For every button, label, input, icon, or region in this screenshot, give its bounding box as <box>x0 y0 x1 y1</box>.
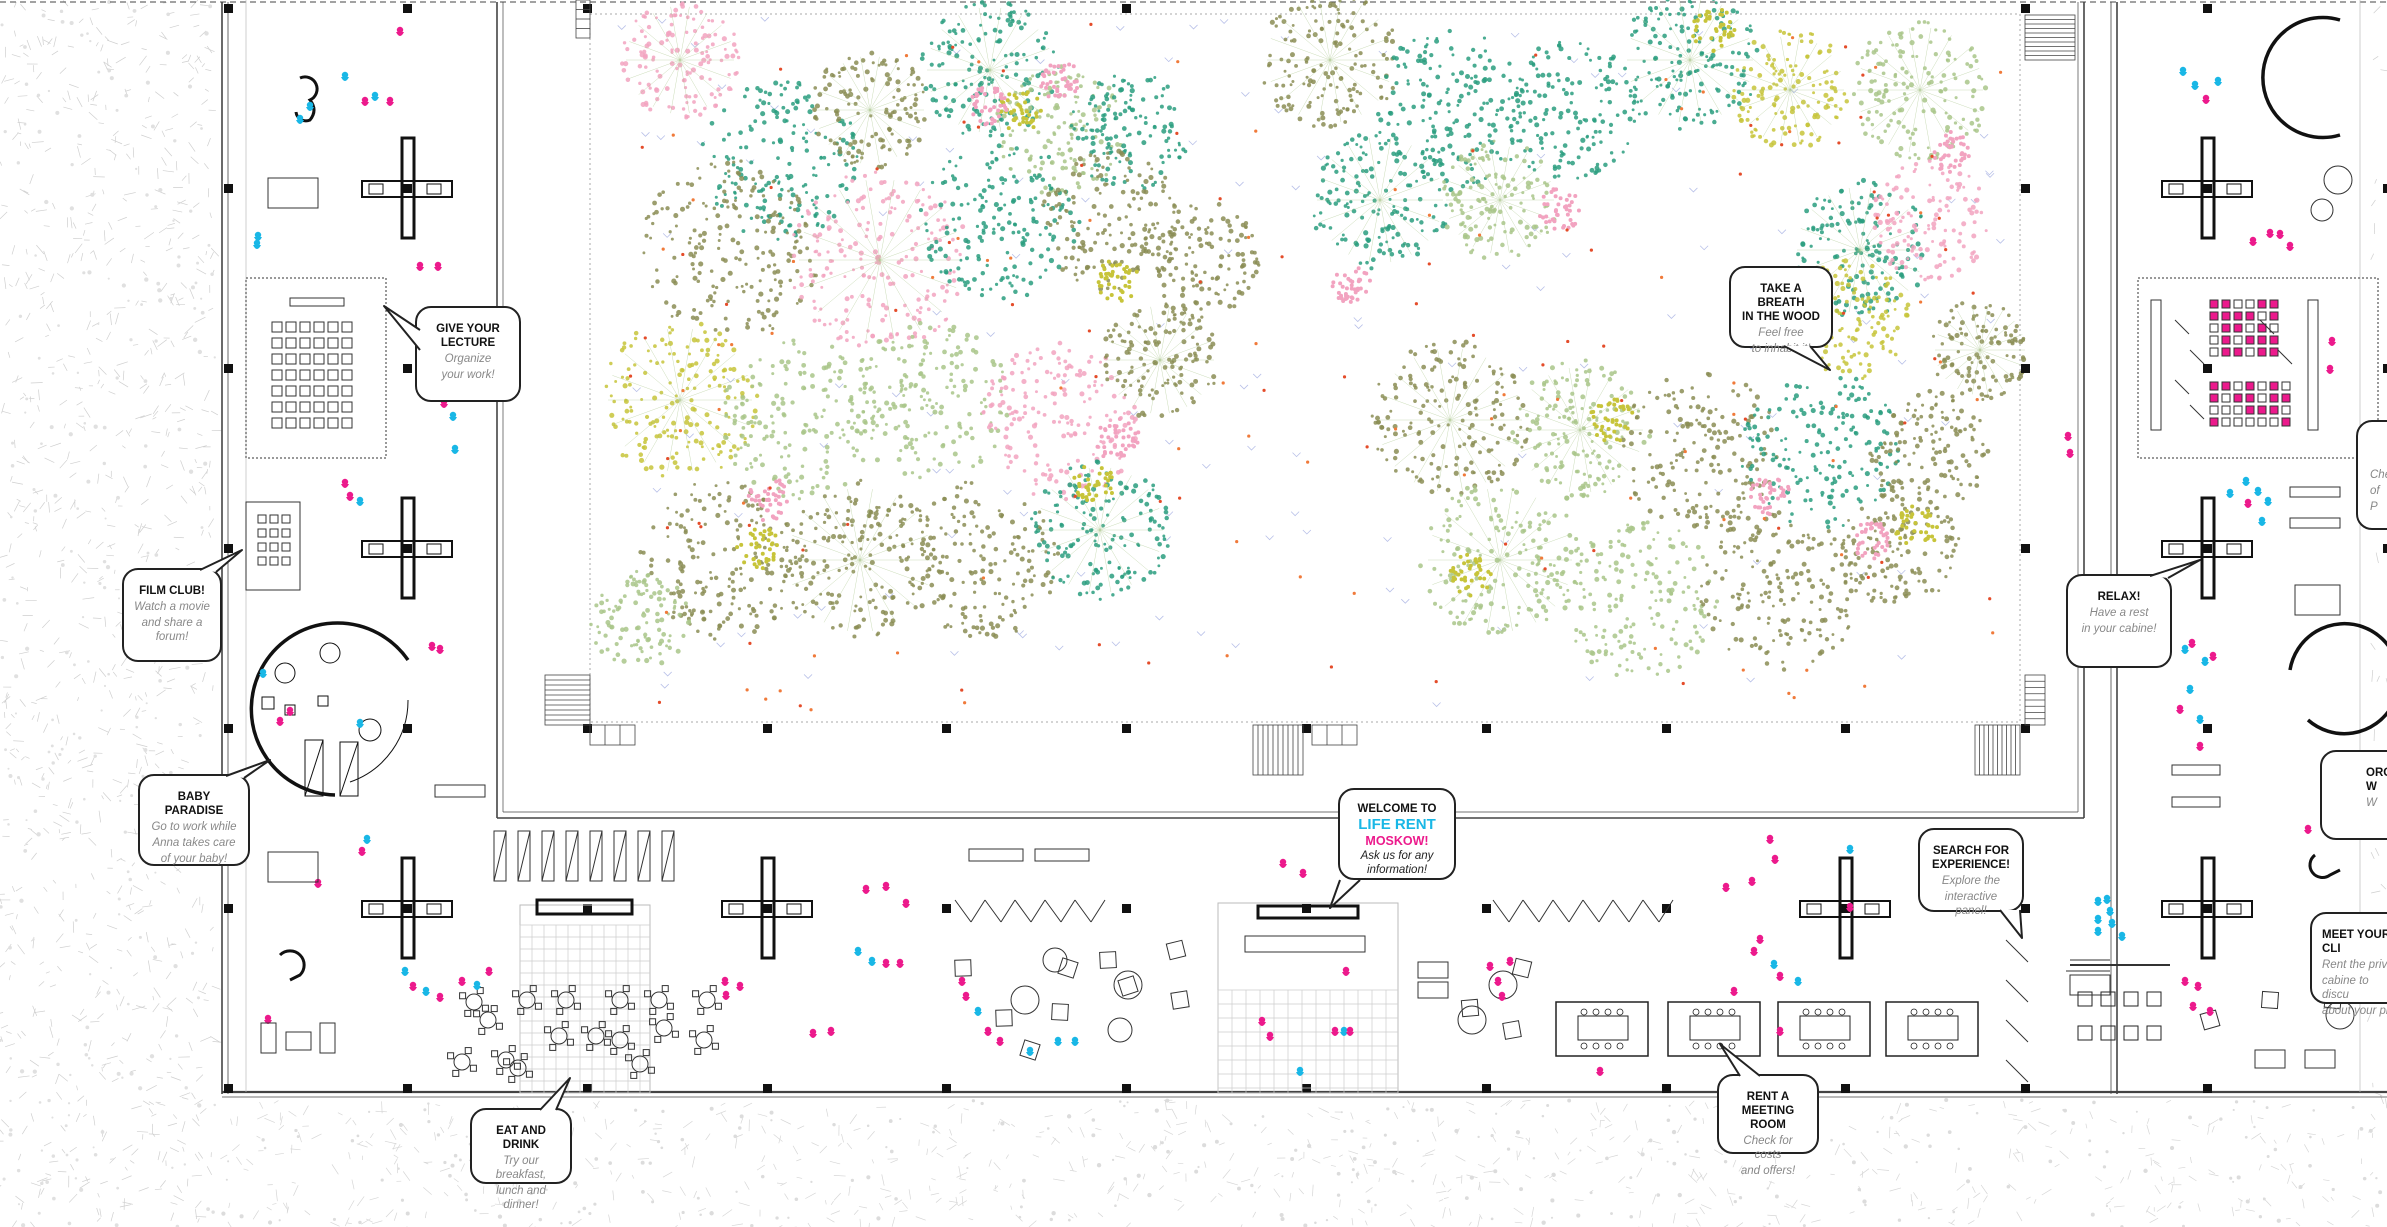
callout-title-line: W <box>2366 781 2377 793</box>
callout-subtitle-line: lunch and dinner! <box>496 1185 546 1211</box>
callout-org: ORG W W <box>2320 750 2387 840</box>
callout-title-line: MEETING ROOM <box>1741 1105 1795 1131</box>
callout-rent-a-meeting-room: RENT A MEETING ROOM Check for costs and … <box>1717 1074 1819 1177</box>
callout-title-line: SEARCH FOR <box>1932 845 2010 857</box>
callout-subtitle-line: Explore the <box>1941 875 2001 887</box>
callout-subtitle-line: interactive panel! <box>1944 891 1998 917</box>
callout-subtitle-line: Che <box>2370 469 2387 481</box>
callout-subtitle-line: of <box>2370 485 2380 497</box>
left-wing-desks <box>260 177 1449 1054</box>
reception-area <box>1217 902 1399 1094</box>
left-cross-cabins <box>361 136 2253 960</box>
callout-check: Che of P <box>2356 420 2387 530</box>
callout-take-a-breath: TAKE A BREATH IN THE WOOD Feel free to i… <box>1729 266 1833 355</box>
callout-title-line: RENT A <box>1746 1091 1790 1103</box>
welcome-ask-line: Ask us for any <box>1360 850 1434 862</box>
callout-title-line: MEET YOUR CLI <box>2322 929 2387 955</box>
callout-welcome-reception: WELCOME TO LIFE RENT MOSKOW! Ask us for … <box>1338 788 1456 880</box>
callout-give-your-lecture: GIVE YOUR LECTURE Organize your work! <box>415 306 521 402</box>
callout-title-line: GIVE YOUR <box>436 323 500 335</box>
callout-subtitle-line: and share a forum! <box>141 617 203 643</box>
lecture-hall <box>245 277 387 459</box>
callout-title-line: LECTURE <box>440 337 496 349</box>
callout-title-line: BABY PARADISE <box>164 791 224 817</box>
callout-subtitle-line: Watch a movie <box>134 601 210 613</box>
callout-subtitle-line: Rent the privat <box>2322 959 2387 971</box>
callout-subtitle-line: P <box>2370 501 2378 513</box>
brand-city-moskow: MOSKOW! <box>1365 834 1429 848</box>
callout-subtitle-line: Check for costs <box>1743 1135 1793 1161</box>
stairs <box>544 0 2076 776</box>
callout-title-line: RELAX! <box>2097 591 2141 603</box>
callout-baby-paradise: BABY PARADISE Go to work while Anna take… <box>138 774 250 866</box>
baby-paradise-room <box>249 621 410 797</box>
cafe-area <box>447 830 722 1094</box>
right-wing-desks <box>2066 486 2341 1069</box>
callout-subtitle-line: to inhabit it! <box>1751 343 1811 355</box>
callout-title-line: EAT AND DRINK <box>496 1125 546 1151</box>
film-club-room <box>245 501 301 591</box>
callout-title-line: IN THE WOOD <box>1742 311 1820 323</box>
callout-subtitle-line: in your cabine! <box>2081 623 2157 635</box>
structural-columns <box>224 4 2387 1093</box>
callout-eat-and-drink: EAT AND DRINK Try our breakfast, lunch a… <box>470 1108 572 1211</box>
callout-subtitle-line: cabine to discu <box>2322 975 2369 1001</box>
callout-relax: RELAX! Have a rest in your cabine! <box>2066 574 2172 668</box>
garden-woods <box>589 0 2027 712</box>
brand-name-life-rent: LIFE RENT <box>1358 816 1436 833</box>
callout-meet-your-client: MEET YOUR CLI Rent the privat cabine to … <box>2310 912 2387 1017</box>
round-cabins-right <box>2261 15 2387 736</box>
callout-subtitle-line: Organize <box>444 353 492 365</box>
callout-subtitle-line: Have a rest <box>2089 607 2149 619</box>
callout-subtitle-line: Feel free <box>1758 327 1804 339</box>
callout-title-line: ORG <box>2366 767 2387 779</box>
callout-title-line: FILM CLUB! <box>139 585 205 597</box>
welcome-title: WELCOME TO <box>1357 803 1437 815</box>
callout-subtitle-line: and offers! <box>1740 1165 1796 1177</box>
callout-film-club: FILM CLUB! Watch a movie and share a for… <box>122 568 222 662</box>
callout-subtitle-line: about your pla <box>2322 1005 2387 1017</box>
right-lecture-hall <box>2137 277 2379 459</box>
callout-title-line: EXPERIENCE! <box>1932 859 2010 871</box>
callout-search-for-experience: SEARCH FOR EXPERIENCE! Explore the inter… <box>1918 828 2024 917</box>
callout-title-line: TAKE A BREATH <box>1757 283 1805 309</box>
meeting-rooms <box>1555 991 2162 1057</box>
callout-subtitle-line: W <box>2366 797 2377 809</box>
callout-subtitle-line: Go to work while <box>151 821 237 833</box>
callout-subtitle-line: of your baby! <box>160 853 228 865</box>
callout-subtitle-line: Try our breakfast, <box>495 1155 547 1181</box>
lounge-chairs <box>954 165 2355 1083</box>
callout-subtitle-line: your work! <box>441 369 495 381</box>
welcome-ask-line: information! <box>1366 864 1428 876</box>
callout-subtitle-line: Anna takes care <box>152 837 236 849</box>
people-figures <box>253 26 2336 1076</box>
